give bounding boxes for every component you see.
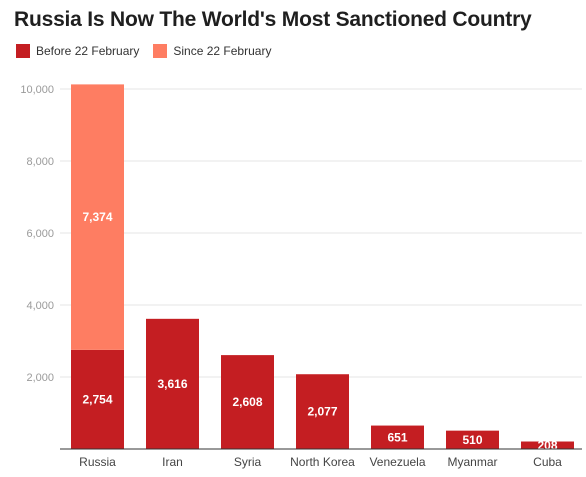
- x-tick-label: Venezuela: [369, 455, 425, 469]
- x-tick-label: Syria: [234, 455, 262, 469]
- bar-before: [446, 430, 499, 449]
- chart-title: Russia Is Now The World's Most Sanctione…: [14, 8, 532, 31]
- legend-swatch-since: [153, 44, 168, 58]
- y-tick-label: 2,000: [26, 372, 54, 384]
- y-tick-label: 4,000: [26, 300, 54, 312]
- data-label: 208: [537, 438, 557, 452]
- legend: Before 22 February Since 22 February: [16, 44, 285, 58]
- legend-swatch-before: [16, 44, 30, 58]
- bar-before: [221, 355, 274, 449]
- data-label: 7,374: [82, 210, 112, 224]
- bar-since: [71, 84, 124, 350]
- x-tick-label: Cuba: [533, 455, 562, 469]
- bar-before: [71, 349, 124, 449]
- data-label: 510: [462, 433, 482, 447]
- x-tick-label: North Korea: [290, 455, 355, 469]
- data-label: 651: [387, 430, 407, 444]
- bar-before: [146, 318, 199, 449]
- y-tick-label: 6,000: [26, 228, 54, 240]
- legend-label-since: Since 22 February: [173, 44, 272, 58]
- data-label: 3,616: [157, 377, 187, 391]
- x-tick-label: Myanmar: [447, 455, 497, 469]
- x-tick-label: Iran: [162, 455, 183, 469]
- data-label: 2,077: [307, 405, 337, 419]
- y-tick-label: 8,000: [26, 156, 54, 168]
- y-tick-label: 10,000: [20, 84, 54, 96]
- x-tick-label: Russia: [79, 455, 116, 469]
- bar-before: [371, 425, 424, 449]
- legend-label-before: Before 22 February: [36, 44, 140, 58]
- bar-before: [521, 441, 574, 449]
- data-label: 2,608: [232, 395, 262, 409]
- legend-item-before: Before 22 February: [16, 44, 139, 58]
- bar-before: [296, 374, 349, 449]
- data-label: 2,754: [82, 392, 112, 406]
- legend-item-since: Since 22 February: [153, 44, 271, 58]
